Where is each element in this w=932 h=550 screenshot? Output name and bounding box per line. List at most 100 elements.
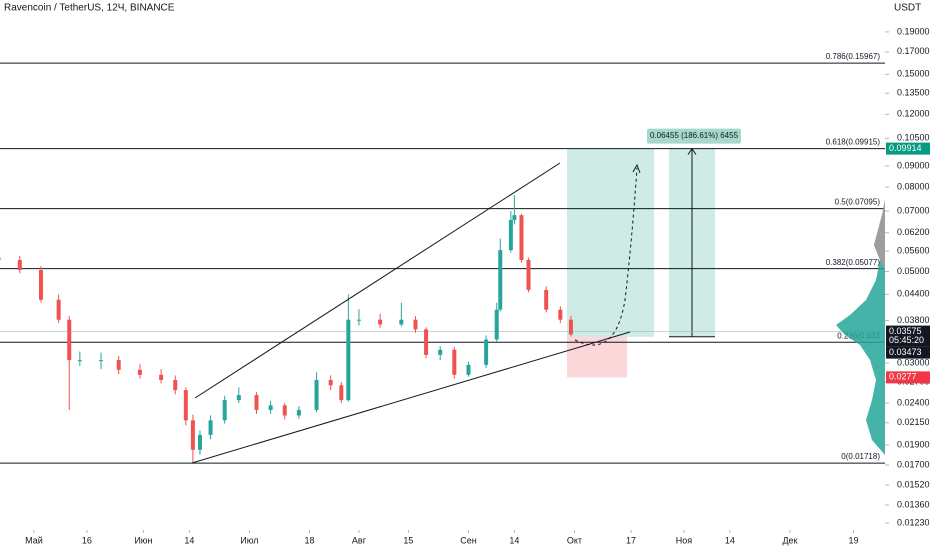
candle-body (67, 319, 72, 361)
x-tick-label: 16 (82, 535, 92, 545)
candle-body (558, 309, 563, 320)
candle-body (99, 360, 104, 362)
fib-level-label: 0.382(0.05077) (826, 258, 881, 267)
candle-body (512, 215, 517, 220)
x-tick-label: 15 (403, 535, 413, 545)
stop-price-badge-bg (886, 371, 930, 384)
y-tick-label: 0.08000 (897, 181, 930, 191)
candle-body (38, 269, 43, 300)
candle-body (296, 409, 301, 416)
y-tick-label: 0.10500 (897, 133, 930, 143)
candle-body (399, 319, 404, 325)
x-tick-label: 14 (725, 535, 735, 545)
candle-body (356, 319, 361, 321)
y-tick-label: 0.05000 (897, 266, 930, 276)
x-tick-label: Ноя (676, 535, 693, 545)
candle-body (424, 329, 429, 355)
candle-body (254, 395, 259, 410)
candle-body (159, 374, 164, 380)
candle-body (56, 299, 61, 320)
x-tick-label: 17 (626, 535, 636, 545)
y-tick-label: 0.09000 (897, 160, 930, 170)
overlay (191, 162, 885, 464)
candle-body (346, 319, 351, 401)
x-tick-label: 14 (509, 535, 519, 545)
fib-level-label: 0.618(0.09915) (826, 138, 881, 147)
fib-level-label: 0.786(0.15967) (826, 52, 881, 61)
candle-body (328, 379, 333, 386)
candle-body (314, 379, 319, 410)
last-price-badge: 0.03575 (889, 326, 922, 336)
candle-body (183, 390, 188, 421)
candle-body (222, 400, 227, 421)
x-tick-label: 19 (849, 535, 859, 545)
chart-title: Ravencoin / TetherUS, 12Ч, BINANCE (4, 3, 175, 14)
y-tick-label: 0.13500 (897, 88, 930, 98)
candle-body (498, 250, 503, 310)
price-axis (885, 0, 932, 550)
entry-price-badge-bg (886, 346, 930, 359)
candle-body (116, 360, 121, 370)
x-tick-label: Авг (352, 535, 367, 545)
drawings: 0.06455 (186.61%) 6455 0.786(0.15967) 0.61… (0, 52, 885, 464)
stop-price-badge: 0.0277 (889, 372, 917, 382)
candle-body (413, 319, 418, 330)
candle-body (268, 405, 273, 410)
candle-body (197, 434, 202, 450)
candle-body (466, 364, 471, 375)
x-tick-label: Сен (460, 535, 477, 545)
candle-body (438, 349, 443, 355)
candle-body (190, 420, 195, 450)
target-price-badge: 0.09914 (889, 143, 922, 153)
y-tick-label: 0.12000 (897, 109, 930, 119)
y-tick-label: 0.01230 (897, 517, 930, 527)
target-price-badge-bg (886, 142, 930, 155)
y-tick-label: 0.02150 (897, 417, 930, 427)
y-tick-label: 0.15000 (897, 69, 930, 79)
candle-body (378, 319, 383, 325)
y-tick-label: 0.07000 (897, 205, 930, 215)
candle-body (173, 379, 178, 391)
y-tick-label: 0.01900 (897, 439, 930, 449)
wedge-upper (194, 162, 561, 399)
candle-body (544, 289, 549, 310)
candle-body (208, 420, 213, 435)
stop-zone (567, 336, 627, 378)
candle-body (494, 309, 499, 340)
candle-body (526, 259, 531, 290)
target-zone (567, 148, 654, 337)
y-tick-label: 0.01360 (897, 499, 930, 509)
fib-level-label: 0(0.01718) (841, 452, 880, 461)
y-tick-label: 0.04400 (897, 289, 930, 299)
currency-label: USDT (894, 3, 921, 14)
y-tick-label: 0.03000 (897, 357, 930, 367)
volume-profile (836, 200, 885, 455)
candle-body (484, 339, 489, 365)
x-tick-label: Дек (782, 535, 797, 545)
y-tick-label: 0.19000 (897, 26, 930, 36)
candles (0, 195, 573, 463)
y-tick-label: 0.05600 (897, 245, 930, 255)
y-tick-label: 0.02400 (897, 397, 930, 407)
candle-body (77, 360, 82, 362)
fib-level-label: 0.5(0.07095) (835, 198, 881, 207)
candle-body (0, 257, 1, 260)
y-tick-label: 0.06200 (897, 227, 930, 237)
volume-profile-upper (874, 200, 885, 270)
x-tick-label: Июл (240, 535, 258, 545)
candle-body (568, 319, 573, 335)
candle-body (137, 369, 142, 375)
candle-body (282, 405, 287, 416)
y-tick-label: 0.01520 (897, 479, 930, 489)
y-tick-label: 0.03800 (897, 315, 930, 325)
candle-body (236, 395, 241, 401)
y-tick-label: 0.01700 (897, 459, 930, 469)
candle-body (508, 219, 513, 251)
x-tick-label: 18 (304, 535, 314, 545)
projection-curve (574, 167, 638, 346)
measure-label: 0.06455 (186.61%) 6455 (650, 131, 739, 140)
x-tick-label: Окт (567, 535, 582, 545)
entry-price-badge: 0.03473 (889, 347, 922, 357)
